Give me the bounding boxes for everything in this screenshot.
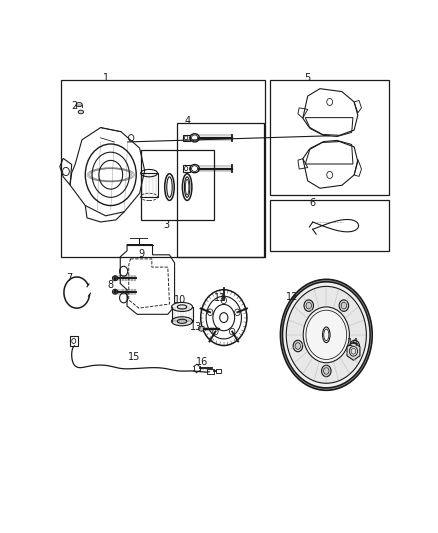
Text: 5: 5 [304, 72, 311, 83]
Ellipse shape [172, 302, 193, 311]
Text: 2: 2 [71, 101, 78, 111]
Text: 14: 14 [346, 338, 359, 348]
Circle shape [113, 276, 117, 280]
Circle shape [113, 290, 117, 294]
Circle shape [286, 286, 366, 383]
Circle shape [350, 340, 360, 352]
Circle shape [280, 279, 372, 390]
Circle shape [339, 300, 349, 311]
Text: 1: 1 [102, 72, 109, 83]
Ellipse shape [172, 317, 193, 326]
Text: 7: 7 [66, 273, 72, 283]
Text: 13: 13 [190, 322, 202, 333]
Text: 10: 10 [174, 295, 187, 305]
Circle shape [293, 340, 303, 352]
Ellipse shape [78, 110, 84, 114]
Polygon shape [347, 342, 360, 360]
Text: 9: 9 [138, 248, 145, 259]
Text: 6: 6 [310, 198, 316, 208]
Circle shape [304, 300, 314, 311]
Circle shape [303, 307, 350, 363]
Text: 11: 11 [214, 293, 226, 303]
Text: 3: 3 [164, 220, 170, 230]
Text: 12: 12 [286, 292, 299, 302]
Text: 4: 4 [184, 116, 190, 126]
Text: 16: 16 [196, 357, 208, 367]
Circle shape [321, 365, 331, 377]
Ellipse shape [198, 326, 205, 331]
Text: 15: 15 [128, 352, 141, 362]
Ellipse shape [76, 102, 82, 107]
Text: 8: 8 [108, 280, 114, 290]
